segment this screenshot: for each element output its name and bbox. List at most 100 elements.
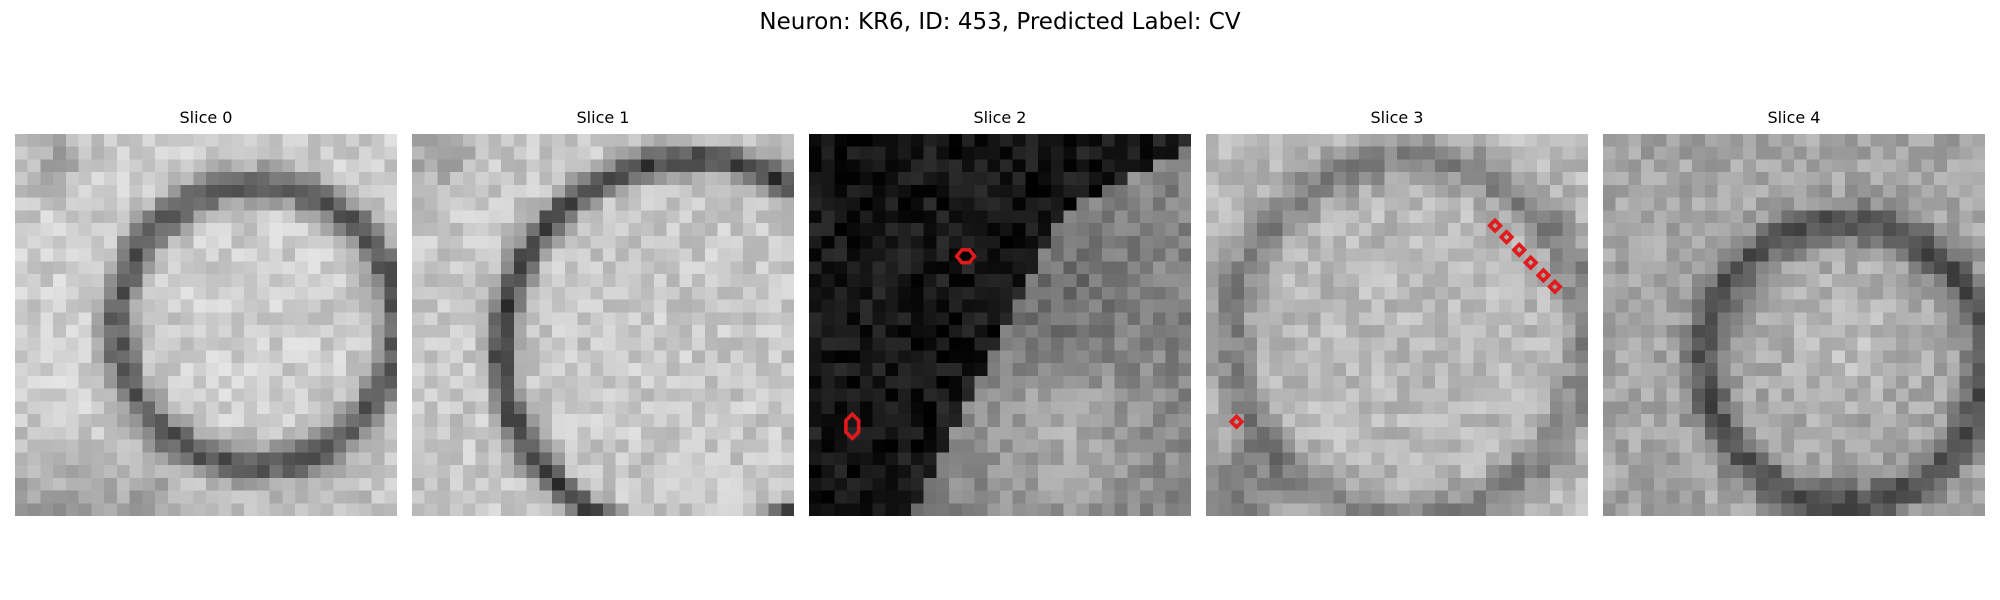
pixel — [333, 401, 347, 415]
pixel — [590, 159, 604, 173]
pixel — [1781, 261, 1795, 275]
pixel — [1397, 375, 1411, 390]
pixel — [142, 159, 156, 173]
pixel — [1498, 350, 1513, 364]
pixel — [1409, 172, 1424, 186]
pixel — [1819, 414, 1833, 428]
pixel — [1320, 235, 1334, 250]
pixel — [346, 146, 360, 161]
pixel — [1435, 299, 1449, 313]
pixel — [755, 159, 770, 173]
pixel — [1231, 375, 1245, 390]
pixel — [218, 337, 233, 352]
pixel — [987, 210, 1001, 224]
pixel — [15, 134, 29, 148]
pixel — [1486, 477, 1500, 492]
pixel — [653, 235, 668, 250]
pixel — [1819, 375, 1833, 390]
pixel — [450, 490, 464, 504]
pixel — [1575, 337, 1588, 352]
pixel — [1666, 350, 1681, 364]
pixel — [859, 184, 874, 199]
pixel — [987, 452, 1001, 466]
pixel — [91, 286, 105, 301]
pixel — [437, 210, 451, 224]
pixel — [462, 261, 477, 275]
pixel — [961, 452, 976, 466]
pixel — [1628, 299, 1642, 313]
pixel — [1012, 261, 1027, 275]
pixel — [256, 401, 271, 415]
pixel — [1870, 235, 1884, 250]
pixel — [1934, 172, 1948, 186]
pixel — [513, 210, 528, 224]
pixel — [1025, 337, 1039, 352]
pixel — [320, 414, 334, 428]
pixel — [424, 159, 439, 173]
pixel — [180, 337, 194, 352]
pixel — [1615, 426, 1630, 441]
pixel — [1127, 172, 1141, 186]
pixel — [1384, 312, 1398, 326]
pixel — [1012, 248, 1027, 262]
pixel — [615, 452, 630, 466]
pixel — [910, 414, 925, 428]
pixel — [653, 223, 668, 237]
pixel — [437, 503, 451, 516]
pixel — [872, 465, 887, 479]
pixel — [384, 452, 397, 466]
pixel — [1959, 286, 1973, 301]
pixel — [717, 490, 731, 504]
pixel — [129, 134, 143, 148]
pixel — [1409, 299, 1424, 313]
pixel — [1653, 210, 1668, 224]
pixel — [1575, 197, 1588, 212]
pixel — [384, 197, 397, 212]
pixel — [1921, 363, 1935, 377]
pixel — [834, 465, 848, 479]
pixel — [1781, 159, 1795, 173]
pixel — [1908, 286, 1922, 301]
pixel — [244, 414, 258, 428]
pixel — [987, 172, 1001, 186]
pixel — [116, 146, 131, 161]
pixel — [743, 452, 757, 466]
pixel — [1946, 452, 1961, 466]
pixel — [1883, 503, 1897, 516]
pixel — [1114, 337, 1128, 352]
pixel — [859, 363, 874, 377]
pixel — [1307, 350, 1322, 364]
pixel — [206, 299, 220, 313]
pixel — [256, 388, 271, 403]
pixel — [142, 248, 156, 262]
pixel — [564, 439, 579, 453]
pixel — [256, 439, 271, 453]
pixel — [1320, 134, 1334, 148]
pixel — [1371, 375, 1385, 390]
pixel — [1307, 146, 1322, 161]
pixel — [1397, 426, 1411, 441]
pixel — [1346, 426, 1360, 441]
pixel — [768, 235, 782, 250]
pixel — [1730, 363, 1744, 377]
pixel — [859, 274, 874, 288]
pixel — [1152, 337, 1167, 352]
pixel — [552, 363, 566, 377]
pixel — [53, 210, 67, 224]
pixel — [1282, 210, 1296, 224]
pixel — [1857, 477, 1872, 492]
pixel — [910, 388, 925, 403]
pixel — [1511, 312, 1525, 326]
pixel — [1063, 312, 1078, 326]
pixel — [1320, 197, 1334, 212]
pixel — [256, 452, 271, 466]
pixel — [1603, 299, 1617, 313]
pixel — [1666, 465, 1681, 479]
pixel — [1409, 414, 1424, 428]
pixel — [1717, 388, 1731, 403]
pixel — [526, 286, 540, 301]
pixel — [1870, 159, 1884, 173]
pixel — [282, 134, 296, 148]
pixel — [1384, 172, 1398, 186]
pixel — [1819, 223, 1833, 237]
